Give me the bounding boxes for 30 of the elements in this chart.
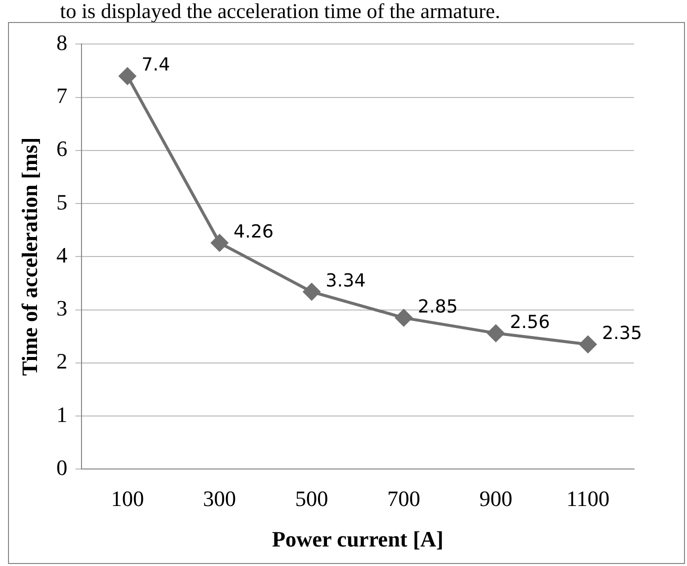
point [487, 324, 504, 342]
x-tick-label: 1100 [566, 486, 610, 512]
y-axis-title: Time of acceleration [ms] [16, 137, 42, 376]
y-tick-label: 5 [56, 189, 68, 214]
y-tick-label: 8 [56, 30, 68, 55]
y-tick-label: 6 [56, 136, 68, 162]
text: to is displayed the acceleration time of the armature. [59, 0, 502, 23]
data-label: 2.35 [602, 323, 642, 344]
y-tick-label: 4 [56, 242, 68, 268]
point [211, 234, 228, 252]
y-tick-label: 0 [56, 454, 68, 480]
y-tick-label: 7 [56, 83, 68, 108]
data-label: 2.56 [510, 312, 550, 333]
y-tick-label: 3 [56, 296, 68, 321]
point [118, 68, 136, 85]
x-tick-label: 500 [295, 486, 328, 512]
point [579, 336, 596, 353]
x-tick-label: 100 [110, 486, 144, 512]
x-tick-label: 900 [479, 486, 512, 512]
data-label: 4.26 [234, 222, 274, 243]
data-label: 3.34 [326, 270, 366, 292]
point [303, 283, 320, 300]
y-tick-label: 2 [56, 348, 68, 374]
x-tick-label: 700 [387, 486, 420, 512]
point [395, 309, 412, 326]
data-label: 7.4 [141, 54, 170, 76]
x-axis-title: Power current [A] [272, 526, 444, 552]
x-tick-label: 300 [203, 486, 236, 512]
data-label: 2.85 [418, 296, 458, 318]
y-tick-label: 1 [56, 402, 68, 427]
